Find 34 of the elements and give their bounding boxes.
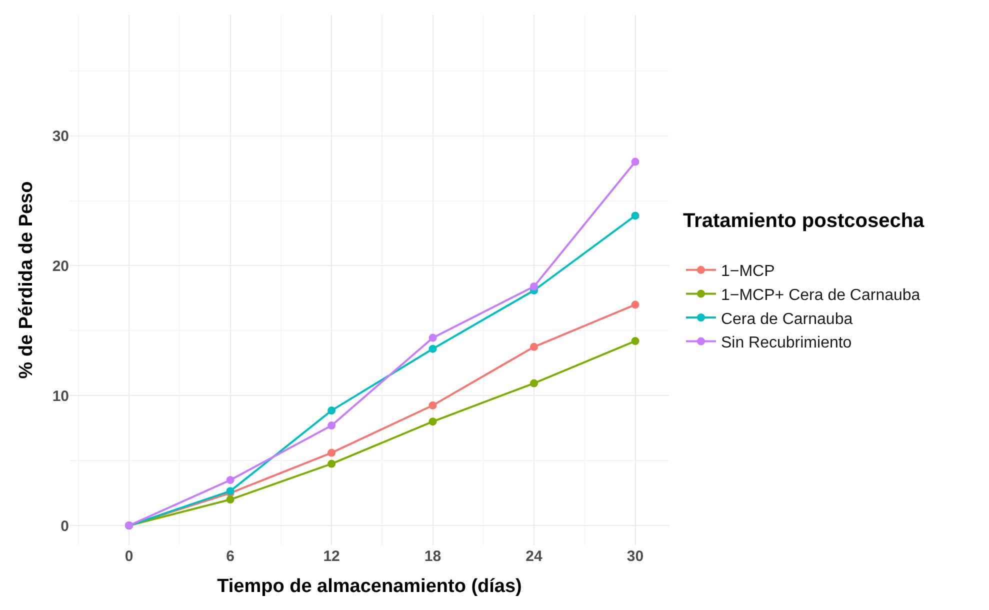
legend-label: 1−MCP+ Cera de Carnauba: [720, 286, 920, 304]
y-tick-label: 30: [52, 128, 69, 146]
point: [631, 212, 640, 220]
x-tick-label: 30: [626, 548, 644, 565]
legend-label: Cera de Carnauba: [720, 310, 853, 328]
x-tick-label: 12: [323, 548, 340, 565]
point: [428, 334, 437, 342]
point: [328, 421, 336, 430]
x-tick-label: 24: [526, 548, 544, 565]
y-tick-label: 20: [52, 258, 69, 275]
point: [631, 337, 640, 346]
point: [530, 282, 538, 290]
legend-label: 1−MCP: [720, 263, 775, 280]
y-tick-label: 0: [60, 518, 69, 535]
point: [631, 300, 640, 309]
point: [328, 448, 336, 457]
point: [328, 406, 336, 415]
x-axis-title: Tiempo de almacenamiento (días): [217, 576, 522, 597]
point: [530, 379, 538, 388]
y-axis-title: % de Pérdida de Peso: [16, 181, 38, 379]
legend-title: Tratamiento postcosecha: [682, 210, 926, 232]
x-tick-label: 18: [424, 548, 442, 565]
point: [428, 418, 437, 426]
point: [226, 496, 234, 504]
y-tick-label: 10: [52, 388, 69, 405]
point: [631, 158, 640, 166]
point: [530, 342, 538, 351]
legend-label: Sin Recubrimiento: [720, 334, 852, 352]
x-tick-label: 6: [226, 548, 234, 565]
point: [226, 476, 234, 484]
point: [428, 401, 437, 410]
point: [428, 344, 437, 353]
x-tick-label: 0: [124, 548, 134, 565]
point: [328, 460, 336, 468]
